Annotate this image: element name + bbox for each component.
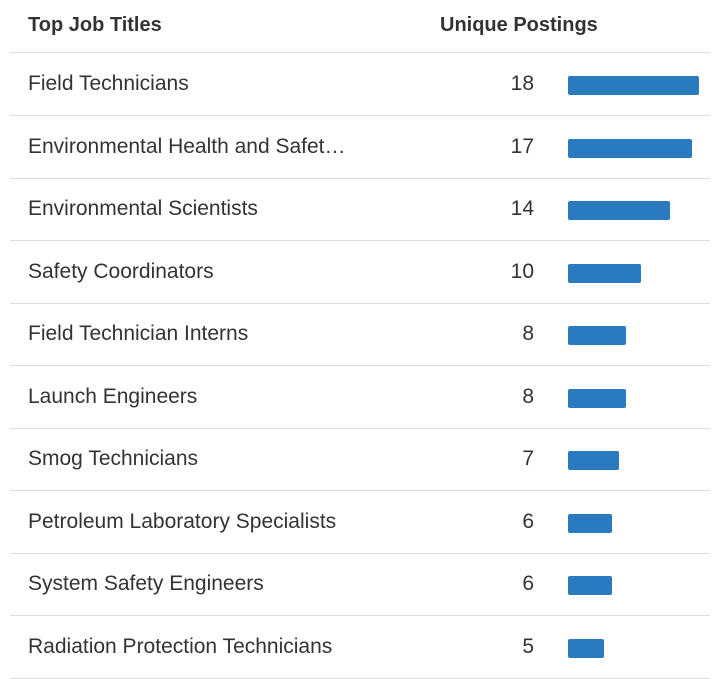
job-title: Safety Coordinators	[28, 259, 214, 283]
bar	[568, 263, 641, 283]
bar	[568, 76, 699, 95]
posting-count: 18	[510, 72, 534, 95]
bar	[568, 513, 612, 533]
table-row: Safety Coordinators 10	[10, 241, 710, 304]
table-row: Launch Engineers 8	[10, 366, 710, 429]
job-title: System Safety Engineers	[28, 572, 264, 595]
table-row: Environmental Scientists 14	[10, 178, 710, 241]
table-header: Top Job Titles Unique Postings	[10, 0, 710, 53]
job-title: Environmental Scientists	[28, 197, 258, 220]
bar	[568, 638, 605, 658]
job-title: Radiation Protection Technicians	[28, 634, 333, 658]
posting-count: 10	[510, 259, 534, 283]
table-row: Smog Technicians 7	[10, 428, 710, 491]
job-title: Launch Engineers	[28, 384, 198, 408]
header-postings: Unique Postings	[440, 14, 598, 36]
job-title: Smog Technicians	[28, 447, 199, 470]
posting-count: 17	[510, 134, 534, 158]
job-title: Field Technicians	[28, 72, 189, 95]
posting-count: 8	[522, 322, 534, 345]
job-title: Environmental Health and Safet…	[28, 134, 346, 158]
bar	[568, 576, 612, 595]
bar	[568, 326, 627, 345]
table-row: Environmental Health and Safet… 17	[10, 116, 710, 179]
bar	[568, 451, 619, 470]
header-title: Top Job Titles	[28, 14, 162, 36]
job-title: Field Technician Interns	[28, 322, 249, 345]
posting-count: 7	[522, 447, 534, 470]
table-row: Field Technician Interns 8	[10, 303, 710, 366]
table-row: Petroleum Laboratory Specialists 6	[10, 491, 710, 554]
bar	[568, 201, 670, 220]
posting-count: 14	[510, 197, 534, 220]
table-row: Radiation Protection Technicians 5	[10, 616, 710, 679]
posting-count: 6	[522, 509, 534, 533]
posting-count: 8	[522, 384, 534, 408]
table-row: System Safety Engineers 6	[10, 553, 710, 616]
table-row: Field Technicians 18	[10, 53, 710, 116]
job-title: Petroleum Laboratory Specialists	[28, 509, 337, 533]
bar	[568, 138, 692, 158]
posting-count: 5	[522, 634, 534, 658]
bar	[568, 388, 627, 408]
posting-count: 6	[522, 572, 534, 595]
